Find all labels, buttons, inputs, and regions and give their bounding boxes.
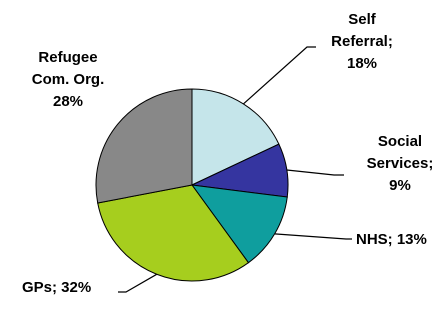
data-label-line: 28% (53, 93, 83, 110)
leader-line-self-referral (242, 46, 316, 105)
leader-line-social-services (286, 169, 344, 176)
data-label-line: 18% (347, 55, 377, 72)
data-labels: Self Referral; 18% Social Services; 9% NHS; 13… (22, 11, 433, 296)
data-label-gps: GPs; 32% (22, 279, 91, 296)
data-label-line: Refugee (38, 49, 97, 66)
data-label-refugee-com-org: Refugee Com. Org. 28% (32, 49, 105, 110)
data-label-line: Services; (367, 155, 434, 172)
leader-lines (118, 46, 352, 293)
pie-slice-refugee-com-org (95, 88, 193, 204)
leader-line-nhs (274, 233, 352, 240)
data-label-line: 9% (389, 177, 411, 194)
data-label-line: Com. Org. (32, 71, 105, 88)
data-label-nhs: NHS; 13% (356, 231, 427, 248)
pie-slices (95, 88, 289, 282)
data-label-self-referral: Self Referral; 18% (331, 11, 393, 72)
data-label-line: Referral; (331, 33, 393, 50)
data-label-social-services: Social Services; 9% (367, 133, 434, 194)
leader-line-gps (118, 273, 157, 293)
data-label-line: Self (348, 11, 377, 28)
data-label-line: GPs; 32% (22, 279, 91, 296)
data-label-line: NHS; 13% (356, 231, 427, 248)
data-label-line: Social (378, 133, 422, 150)
pie-slice-self-referral (191, 88, 280, 186)
